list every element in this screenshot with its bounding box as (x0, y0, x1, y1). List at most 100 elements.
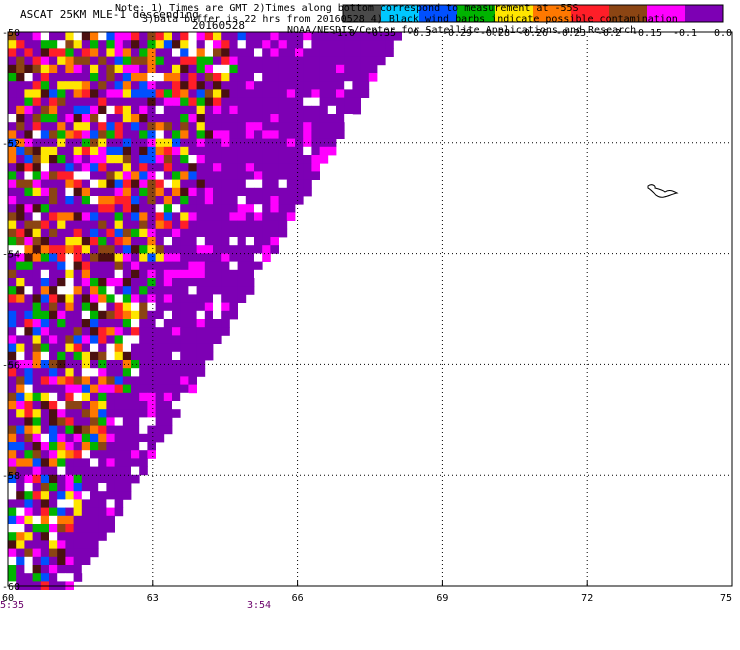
swath-cell (8, 327, 17, 336)
swath-cell (40, 73, 50, 82)
swath-cell (237, 81, 247, 90)
swath-cell (81, 532, 91, 541)
swath-cell (270, 163, 279, 172)
swath-cell (40, 302, 50, 312)
swath-cell (122, 196, 132, 205)
swath-cell (229, 302, 238, 312)
swath-cell (336, 64, 345, 74)
swath-cell (40, 483, 50, 492)
swath-cell (16, 401, 25, 410)
swath-cell (90, 474, 99, 484)
swath-cell (98, 466, 107, 476)
swath-cell (16, 319, 25, 328)
swath-cell (139, 73, 148, 82)
swath-cell (57, 245, 66, 254)
swath-cell (139, 368, 148, 377)
swath-cell (73, 376, 83, 385)
swath-cell (196, 204, 206, 213)
swath-cell (172, 187, 181, 197)
swath-cell (65, 368, 74, 377)
swath-cell (81, 269, 91, 279)
swath-cell (114, 155, 124, 164)
swath-cell (180, 343, 189, 353)
swath-cell (98, 163, 107, 172)
swath-cell (32, 368, 42, 377)
swath-cell (254, 130, 263, 139)
swath-cell (229, 220, 238, 230)
swath-cell (49, 565, 58, 574)
swath-cell (32, 245, 42, 254)
swath-cell (319, 40, 329, 49)
swath-cell (204, 48, 214, 57)
colorbar-label: 0.0 (714, 28, 732, 39)
swath-cell (90, 278, 99, 287)
swath-cell (24, 491, 33, 500)
swath-cell (90, 483, 99, 492)
swath-cell (229, 114, 238, 123)
swath-cell (40, 368, 50, 377)
colorbar-swatch (457, 5, 496, 22)
swath-cell (24, 515, 33, 525)
swath-cell (155, 179, 165, 189)
swath-cell (163, 212, 173, 221)
swath-cell (98, 433, 107, 443)
swath-cell (32, 73, 42, 82)
swath-cell (204, 155, 214, 164)
swath-cell (163, 187, 173, 197)
swath-cell (286, 32, 296, 41)
swath-cell (303, 155, 312, 164)
swath-cell (327, 105, 337, 115)
swath-cell (180, 310, 189, 320)
swath-cell (213, 122, 222, 131)
swath-cell (196, 187, 206, 197)
swath-cell (65, 417, 74, 426)
swath-cell (98, 368, 107, 377)
swath-cell (172, 105, 181, 115)
swath-cell (196, 245, 206, 254)
swath-cell (8, 376, 17, 385)
swath-cell (114, 138, 124, 148)
swath-cell (352, 81, 361, 90)
swath-cell (106, 409, 115, 418)
swath-cell (90, 433, 99, 443)
swath-cell (73, 335, 83, 344)
swath-cell (73, 138, 83, 148)
swath-cell (16, 442, 25, 451)
swath-cell (270, 228, 279, 238)
swath-cell (8, 105, 17, 115)
swath-cell (40, 269, 50, 279)
swath-cell (65, 179, 74, 189)
swath-cell (57, 360, 66, 369)
swath-cell (65, 155, 74, 164)
swath-cell (204, 196, 214, 205)
swath-cell (73, 507, 83, 517)
swath-cell (319, 97, 329, 107)
swath-cell (90, 343, 99, 353)
swath-cell (319, 73, 329, 82)
swath-cell (73, 294, 83, 303)
swath-cell (213, 196, 222, 205)
swath-cell (98, 417, 107, 426)
swath-cell (180, 196, 189, 205)
swath-cell (163, 376, 173, 385)
swath-cell (213, 32, 222, 41)
swath-cell (57, 171, 66, 180)
swath-cell (213, 294, 222, 303)
swath-cell (262, 48, 271, 57)
swath-cell (81, 401, 91, 410)
swath-cell (254, 97, 263, 107)
swath-cell (270, 220, 279, 230)
swath-cell (188, 335, 197, 344)
swath-cell (49, 507, 58, 517)
swath-cell (196, 48, 206, 57)
swath-cell (327, 122, 337, 131)
swath-cell (196, 294, 206, 303)
swath-cell (377, 32, 386, 41)
swath-cell (196, 40, 206, 49)
swath-cell (90, 212, 99, 221)
swath-cell (114, 294, 124, 303)
swath-cell (270, 40, 279, 49)
swath-cell (229, 138, 238, 148)
swath-cell (32, 163, 42, 172)
swath-cell (172, 204, 181, 213)
